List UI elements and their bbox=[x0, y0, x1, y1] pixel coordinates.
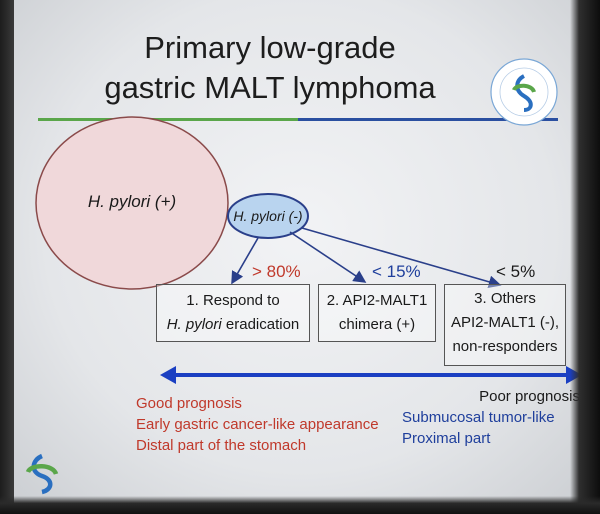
branch-1-percent: > 80% bbox=[252, 262, 301, 281]
branch-line-3 bbox=[301, 227, 502, 289]
branch-2-box: 2. API2-MALT1 chimera (+) bbox=[318, 284, 436, 342]
left-note-1: Good prognosis bbox=[136, 395, 242, 412]
left-note-2: Early gastric cancer-like appearance bbox=[136, 416, 379, 433]
projector-edge-right bbox=[570, 0, 600, 514]
branch-1-line-1: 1. Respond to bbox=[186, 292, 280, 309]
branch-line-2 bbox=[289, 231, 367, 283]
branch-3-box: 3. Others API2-MALT1 (-), non-responders bbox=[444, 284, 566, 366]
left-note-3: Distal part of the stomach bbox=[136, 437, 307, 454]
pylori-positive-circle bbox=[35, 116, 229, 290]
branch-3-line-3: non-responders bbox=[452, 338, 558, 355]
prognosis-arrow-left-head bbox=[160, 366, 176, 384]
branch-1-line-2: H. pylori eradication bbox=[166, 316, 300, 333]
right-note-2: Submucosal tumor-like bbox=[402, 409, 555, 426]
right-note-3: Proximal part bbox=[402, 430, 491, 447]
branch-3-line-2: API2-MALT1 (-), bbox=[450, 314, 560, 331]
projector-edge-bottom bbox=[0, 496, 600, 514]
hospital-logo-icon bbox=[490, 58, 558, 126]
branch-1-box: 1. Respond to H. pylori eradication bbox=[156, 284, 310, 342]
hospital-logo-bottom-icon bbox=[25, 453, 59, 495]
poor-prognosis-notes: Poor prognosis Submucosal tumor-like Pro… bbox=[402, 386, 580, 449]
title-line-1: Primary low-grade bbox=[144, 30, 396, 65]
branch-2-line-2: chimera (+) bbox=[338, 316, 416, 333]
good-prognosis-notes: Good prognosis Early gastric cancer-like… bbox=[136, 393, 379, 456]
pylori-negative-oval bbox=[227, 193, 309, 239]
pylori-positive-label: H. pylori (+) bbox=[87, 192, 177, 211]
branch-line-1 bbox=[231, 237, 259, 285]
slide-title: Primary low-grade gastric MALT lymphoma bbox=[70, 28, 470, 108]
title-line-2: gastric MALT lymphoma bbox=[104, 70, 436, 105]
italic-species-name: H. pylori bbox=[166, 316, 222, 333]
right-note-1: Poor prognosis bbox=[479, 388, 580, 405]
branch-3-line-1: 3. Others bbox=[474, 290, 536, 307]
pylori-negative-label: H. pylori (-) bbox=[233, 208, 303, 224]
title-divider bbox=[38, 118, 558, 121]
projector-edge-left bbox=[0, 0, 14, 514]
branch-2-line-1: 2. API2-MALT1 bbox=[326, 292, 428, 309]
branch-3-percent: < 5% bbox=[496, 262, 536, 281]
branch-2-percent: < 15% bbox=[372, 262, 421, 281]
